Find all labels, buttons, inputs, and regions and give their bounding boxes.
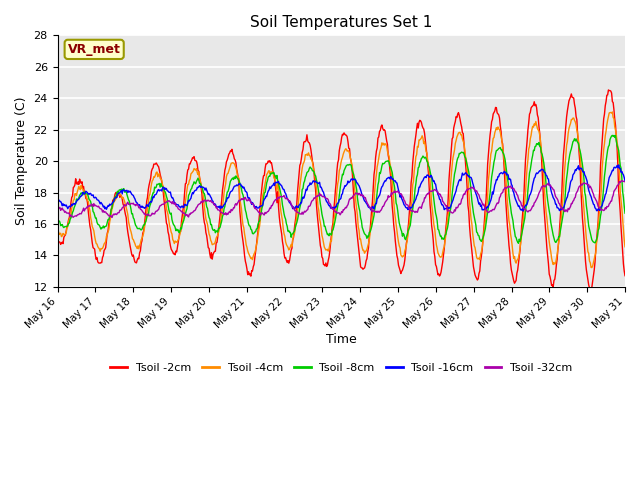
Y-axis label: Soil Temperature (C): Soil Temperature (C) xyxy=(15,97,28,226)
Legend: Tsoil -2cm, Tsoil -4cm, Tsoil -8cm, Tsoil -16cm, Tsoil -32cm: Tsoil -2cm, Tsoil -4cm, Tsoil -8cm, Tsoi… xyxy=(106,358,577,377)
Title: Soil Temperatures Set 1: Soil Temperatures Set 1 xyxy=(250,15,433,30)
Text: VR_met: VR_met xyxy=(68,43,120,56)
X-axis label: Time: Time xyxy=(326,333,356,346)
